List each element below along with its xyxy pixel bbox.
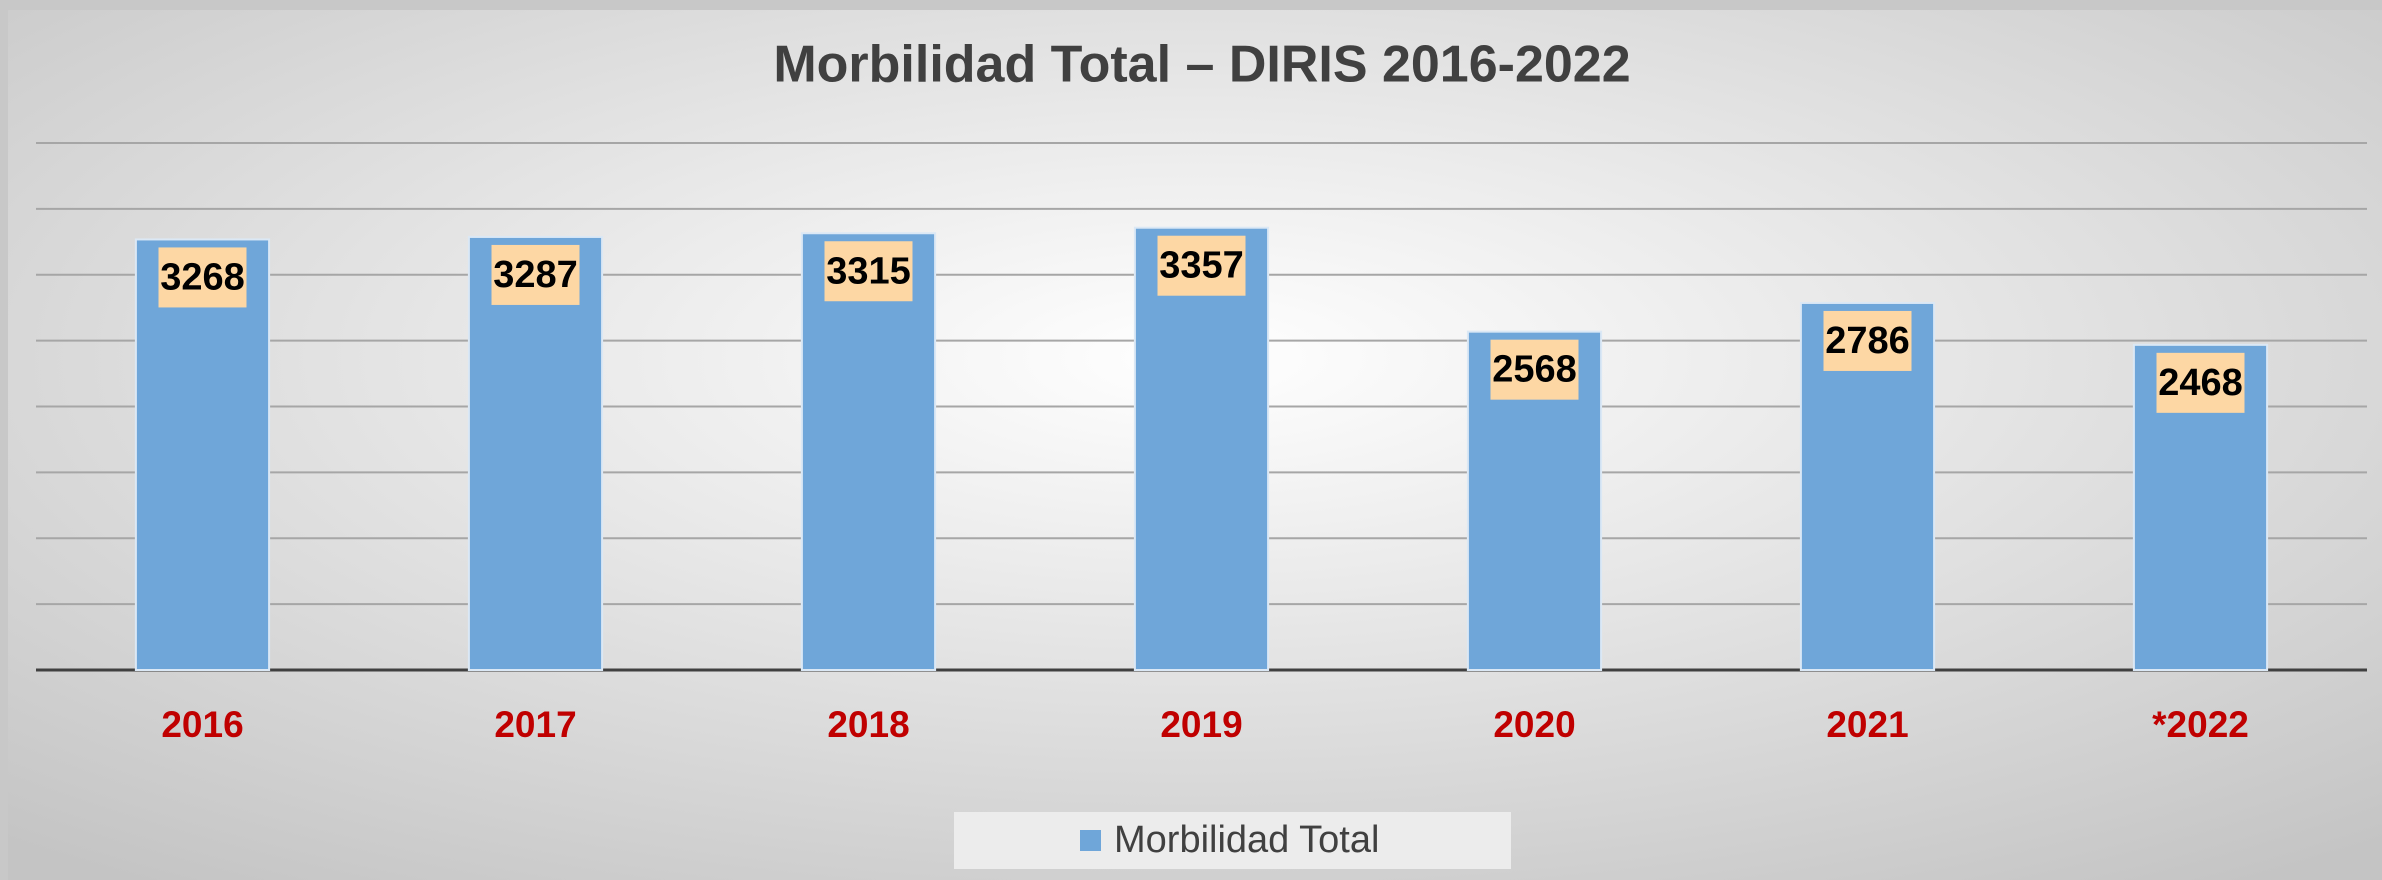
data-label-box xyxy=(824,241,913,302)
data-label: 2786 xyxy=(1825,320,1910,362)
x-tick-label: 2018 xyxy=(827,704,909,745)
data-label-box xyxy=(158,247,247,308)
data-label: 3315 xyxy=(826,250,911,292)
data-label-box xyxy=(2156,352,2245,413)
bar xyxy=(467,235,604,671)
x-tick-label: 2019 xyxy=(1160,704,1242,745)
x-tick-label: 2017 xyxy=(494,704,576,745)
data-label-box xyxy=(1490,339,1579,400)
x-tick-label: 2020 xyxy=(1493,704,1575,745)
data-label-box xyxy=(491,244,580,305)
data-label: 3287 xyxy=(493,254,578,296)
data-label: 2468 xyxy=(2158,362,2243,404)
bar xyxy=(134,238,271,671)
x-tick-label: 2016 xyxy=(161,704,243,745)
x-tick-label: 2021 xyxy=(1826,704,1908,745)
legend-swatch xyxy=(1080,830,1101,851)
bar xyxy=(800,232,937,671)
bar xyxy=(1133,226,1270,672)
data-label: 2568 xyxy=(1492,349,1577,391)
legend-label: Morbilidad Total xyxy=(1114,819,1379,861)
data-label-box xyxy=(1157,235,1246,296)
legend-box xyxy=(954,812,1511,869)
plot-area: 2016 3268 2017 3287 2018 3315 2019 3357 2020 2568… xyxy=(36,142,2367,869)
data-label-box xyxy=(1823,310,1912,371)
chart-title: Morbilidad Total – DIRIS 2016-2022 xyxy=(773,36,1630,94)
x-tick-label: *2022 xyxy=(2152,704,2249,745)
data-label: 3268 xyxy=(160,256,245,298)
legend: Morbilidad Total xyxy=(954,812,1511,869)
data-label: 3357 xyxy=(1159,245,1244,287)
